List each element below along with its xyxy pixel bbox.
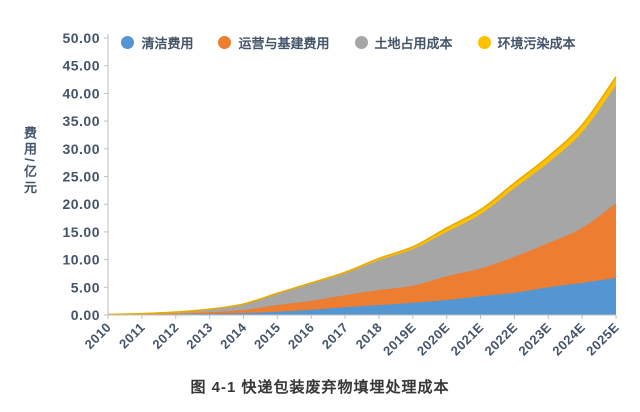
y-tick-label: 25.00 bbox=[62, 169, 100, 185]
legend-dot-icon bbox=[477, 35, 491, 49]
x-tick-label: 2019E bbox=[380, 320, 419, 359]
y-tick-label: 10.00 bbox=[62, 252, 100, 268]
x-tick-label: 2012 bbox=[149, 320, 181, 352]
x-tick-label: 2016 bbox=[285, 320, 317, 352]
x-tick-label: 2024E bbox=[549, 320, 588, 359]
y-tick-label: 5.00 bbox=[71, 279, 100, 295]
x-tick-label: 2015 bbox=[251, 320, 283, 352]
area-series-0 bbox=[108, 277, 616, 315]
y-tick-label: 0.00 bbox=[71, 307, 100, 323]
x-tick-label: 2023E bbox=[515, 320, 554, 359]
x-tick-label: 2013 bbox=[183, 320, 215, 352]
x-tick-label: 2020E bbox=[414, 320, 453, 359]
total-top-edge bbox=[107, 76, 617, 316]
legend-item-1: 运营与基建费用 bbox=[218, 33, 330, 52]
y-tick-label: 40.00 bbox=[62, 85, 100, 101]
x-tick-label: 2021E bbox=[448, 320, 487, 359]
legend-item-2: 土地占用成本 bbox=[354, 33, 453, 52]
x-tick-label: 2010 bbox=[82, 320, 114, 352]
legend-label: 土地占用成本 bbox=[374, 35, 453, 51]
legend-dot-icon bbox=[354, 35, 368, 49]
legend-label: 清洁费用 bbox=[141, 35, 194, 51]
y-tick-label: 50.00 bbox=[62, 30, 100, 46]
x-tick-label: 2025E bbox=[583, 320, 622, 359]
legend-dot-icon bbox=[218, 35, 232, 49]
legend-label: 环境污染成本 bbox=[497, 35, 576, 51]
y-tick-label: 15.00 bbox=[62, 224, 100, 240]
y-tick-label: 30.00 bbox=[62, 141, 100, 157]
legend-label: 运营与基建费用 bbox=[238, 35, 330, 51]
x-tick-label: 2022E bbox=[482, 320, 521, 359]
chart-legend: 清洁费用 运营与基建费用 土地占用成本 环境污染成本 bbox=[96, 31, 601, 53]
x-tick-label: 2017 bbox=[319, 320, 351, 352]
x-tick-label: 2011 bbox=[116, 320, 148, 352]
y-tick-label: 20.00 bbox=[62, 196, 100, 212]
x-tick-label: 2014 bbox=[217, 319, 250, 352]
legend-item-0: 清洁费用 bbox=[121, 33, 193, 52]
y-tick-label: 35.00 bbox=[62, 113, 100, 129]
legend-item-3: 环境污染成本 bbox=[477, 33, 576, 52]
legend-dot-icon bbox=[121, 35, 135, 49]
area-series-2 bbox=[108, 85, 616, 315]
figure-caption: 图 4-1 快递包装废弃物填埋处理成本 bbox=[190, 379, 450, 396]
y-axis-title: 费用/亿元 bbox=[22, 126, 37, 197]
area-series-1 bbox=[108, 203, 616, 315]
y-tick-label: 45.00 bbox=[62, 58, 100, 74]
